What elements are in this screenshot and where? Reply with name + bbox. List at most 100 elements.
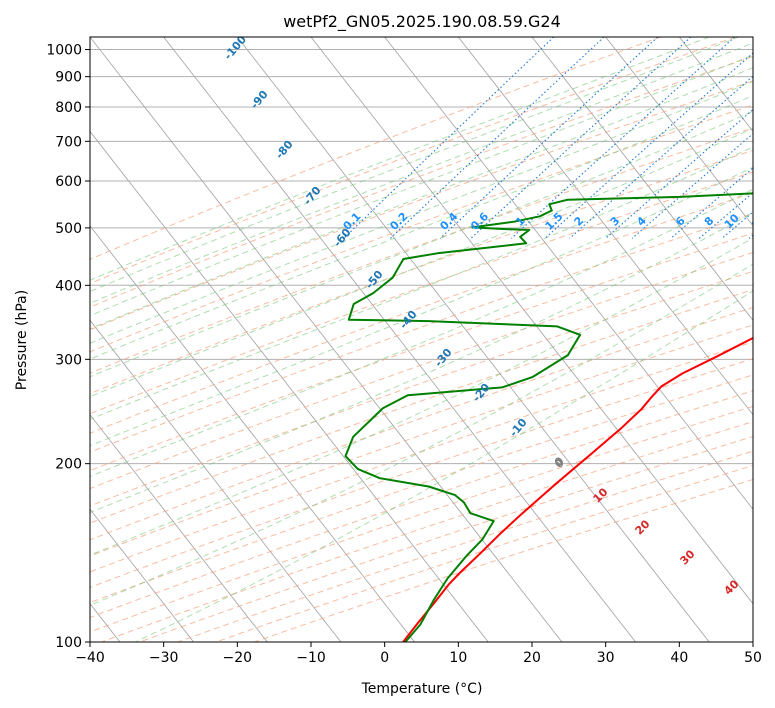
mixing-ratio-line xyxy=(544,52,753,239)
y-tick-label: 900 xyxy=(55,70,82,86)
moist-adiabat-line xyxy=(90,67,753,330)
dry-adiabat-line xyxy=(90,171,753,415)
dry-adiabat-line xyxy=(90,289,753,524)
isotherm-line xyxy=(163,37,636,642)
dry-adiabat-line xyxy=(90,232,753,472)
isotherm-line xyxy=(752,37,753,38)
mixing-ratio-label: 13 xyxy=(749,211,769,231)
dry-adiabat-line xyxy=(90,37,661,260)
moist-adiabat-line xyxy=(90,37,739,293)
mixing-ratio-label: 0.6 xyxy=(468,210,491,233)
dry-adiabat-label: 40 xyxy=(722,577,742,597)
y-tick-label: 600 xyxy=(55,174,82,190)
x-tick-label: 40 xyxy=(670,650,688,666)
y-tick-label: 300 xyxy=(55,352,82,368)
isotherm-line xyxy=(90,225,415,642)
background-lines xyxy=(90,37,775,642)
plot-frame xyxy=(89,36,754,643)
mixing-ratio-line xyxy=(389,37,605,239)
mixing-ratio-label: 8 xyxy=(702,214,717,229)
isotherm-line xyxy=(90,319,342,642)
mixing-ratio-label: 1 xyxy=(513,214,528,229)
isotherm-line xyxy=(237,37,710,642)
moist-adiabat-line xyxy=(135,290,753,642)
moist-adiabat-label: -90 xyxy=(248,88,271,112)
y-axis-label: Pressure (hPa) xyxy=(14,290,30,390)
mixing-ratio-label: 4 xyxy=(634,214,649,229)
dry-adiabat-line xyxy=(139,435,753,642)
dry-adiabat-line xyxy=(90,149,753,395)
temperature-profile-line xyxy=(402,336,753,642)
isotherm-line xyxy=(90,508,194,642)
profiles xyxy=(344,192,753,642)
mixing-ratio-line xyxy=(439,37,659,239)
mixing-ratio-line xyxy=(771,37,775,238)
x-tick-label: 20 xyxy=(523,650,541,666)
x-tick-label: −30 xyxy=(149,650,179,666)
dry-adiabat-label: 20 xyxy=(633,517,653,537)
moist-adiabat-line xyxy=(90,37,710,281)
moist-adiabat-line xyxy=(90,95,753,360)
x-tick-label: 30 xyxy=(597,650,615,666)
isotherm-line xyxy=(90,130,489,642)
mixing-ratio-label: 0.4 xyxy=(437,210,460,233)
moist-adiabat-line xyxy=(90,237,753,556)
dry-adiabat-label: 10 xyxy=(591,485,611,505)
moist-adiabat-line xyxy=(90,212,753,514)
mixing-ratio-line xyxy=(605,108,753,239)
isotherm-line xyxy=(90,414,268,642)
mixing-ratio-line xyxy=(721,211,753,239)
dry-adiabat-label: 30 xyxy=(678,547,698,567)
dry-adiabat-line xyxy=(90,270,753,507)
dry-adiabat-line xyxy=(101,421,753,642)
dewpoint-profile-line xyxy=(344,192,753,642)
moist-adiabat-label: -40 xyxy=(397,308,420,332)
mixing-ratio-line xyxy=(470,37,692,239)
y-tick-label: 500 xyxy=(55,221,82,237)
x-tick-label: 10 xyxy=(449,650,467,666)
isotherm-line xyxy=(90,37,563,642)
isotherm-line xyxy=(531,37,753,321)
chart-title: wetPf2_GN05.2025.190.08.59.G24 xyxy=(283,12,561,32)
mixing-ratio-label: 16 xyxy=(771,211,775,231)
dry-adiabat-line xyxy=(90,212,753,453)
moist-adiabat-line xyxy=(90,127,753,398)
moist-adiabat-line xyxy=(90,263,753,606)
y-tick-label: 200 xyxy=(55,457,82,473)
mixing-ratio-label: 6 xyxy=(673,214,688,229)
mixing-ratio-line xyxy=(343,37,555,239)
isotherm-line xyxy=(384,37,753,510)
moist-adiabat-line xyxy=(90,80,753,344)
moist-adiabat-line xyxy=(90,42,753,304)
axis-ticks: −40 −30 −20 −10 0 10 20 30 40 5010020030040050060… xyxy=(46,43,762,666)
isotherm-line xyxy=(605,37,753,227)
isotherm-line xyxy=(458,37,753,416)
x-axis-label: Temperature (°C) xyxy=(361,681,483,697)
dry-adiabat-line xyxy=(90,104,753,353)
isotherm-line xyxy=(679,37,753,133)
moist-adiabat-line xyxy=(90,166,753,447)
x-tick-label: −20 xyxy=(223,650,253,666)
mixing-ratio-line xyxy=(569,75,753,239)
dry-adiabat-line xyxy=(90,127,753,374)
x-tick-label: −40 xyxy=(75,650,105,666)
y-tick-label: 800 xyxy=(55,100,82,116)
y-tick-label: 1000 xyxy=(46,43,82,59)
mixing-ratio-line xyxy=(510,37,736,239)
moist-adiabat-line xyxy=(90,188,753,477)
y-tick-label: 400 xyxy=(55,278,82,294)
dry-adiabat-line xyxy=(90,374,753,604)
mixing-ratio-label: 0.2 xyxy=(387,210,410,233)
moist-adiabat-label: -50 xyxy=(363,268,386,292)
mixing-ratio-line xyxy=(631,132,753,239)
moist-adiabat-label: -30 xyxy=(432,346,455,370)
y-tick-label: 100 xyxy=(55,635,82,651)
mixing-ratio-line xyxy=(670,167,753,239)
moist-adiabat-label: -10 xyxy=(507,416,530,440)
x-tick-label: −10 xyxy=(296,650,326,666)
moist-adiabat-label: -20 xyxy=(470,381,493,405)
moist-adiabat-line xyxy=(90,54,753,317)
isotherm-line xyxy=(310,37,753,605)
x-tick-label: 0 xyxy=(380,650,389,666)
dry-adiabat-line xyxy=(90,324,753,557)
